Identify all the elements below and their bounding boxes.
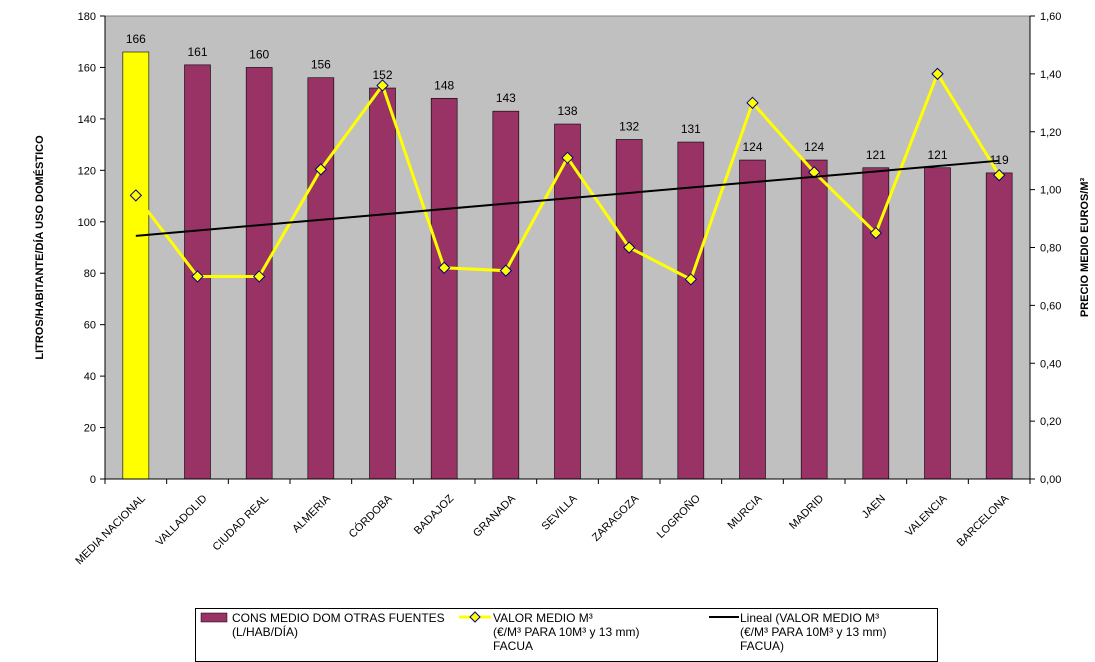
- y2-tick-label: 1,00: [1040, 185, 1061, 197]
- x-tick-label: ALMERIA: [290, 492, 333, 535]
- legend-swatch-line: [459, 611, 491, 623]
- line-point: [129, 189, 143, 202]
- bar-data-label: 121: [927, 148, 947, 162]
- trend-line: [135, 159, 1000, 237]
- bar-data-label: 119: [990, 153, 1009, 167]
- y-axis-title: LITROS/HABITANTE/DÍA USO DOMÉSTICO: [33, 135, 46, 360]
- line-point: [191, 270, 204, 283]
- y2-tick-label: 0,20: [1040, 416, 1061, 428]
- x-tick-label: CÓRDOBA: [346, 491, 395, 540]
- line-point: [252, 270, 266, 283]
- bar-data-label: 138: [557, 104, 577, 118]
- bar: [122, 51, 150, 480]
- line-point: [622, 241, 636, 254]
- bar: [554, 123, 581, 480]
- y2-tick-label: 1,60: [1040, 11, 1061, 23]
- x-tick-label: VALENCIA: [903, 492, 950, 539]
- line-point: [746, 96, 759, 110]
- line-point: [437, 261, 451, 274]
- bar: [307, 77, 335, 480]
- bar-data-label: 148: [434, 78, 454, 92]
- y2-tick-label: 0,80: [1040, 243, 1061, 255]
- y-tick-label: 60: [84, 320, 96, 332]
- bar: [677, 141, 705, 480]
- bar-data-label: 152: [372, 68, 392, 82]
- bar: [369, 87, 396, 480]
- x-tick-label: BADAJOZ: [412, 492, 457, 537]
- x-tick-label: JAEN: [860, 493, 888, 521]
- y-tick-label: 140: [78, 114, 96, 126]
- x-tick-label: MURCIA: [725, 492, 765, 532]
- bar: [615, 139, 643, 480]
- bar-data-label: 121: [866, 148, 886, 162]
- bar-data-label: 132: [619, 119, 639, 133]
- bar: [985, 172, 1013, 480]
- x-tick-label: MADRID: [787, 493, 826, 532]
- y-tick-label: 0: [90, 474, 96, 486]
- bar-data-label: 161: [187, 45, 207, 59]
- line-point: [931, 67, 944, 81]
- x-tick-label: SEVILLA: [540, 492, 581, 533]
- line-point: [561, 151, 574, 165]
- x-tick-label: LOGROÑO: [654, 492, 703, 541]
- bar: [739, 159, 766, 480]
- bar: [492, 110, 520, 480]
- bar-data-label: 160: [249, 47, 269, 61]
- y2-tick-label: 0,40: [1040, 358, 1061, 370]
- bar-data-label: 124: [742, 140, 762, 154]
- line-point: [499, 264, 513, 277]
- y-tick-label: 180: [78, 11, 96, 23]
- x-tick-label: BARCELONA: [955, 492, 1012, 549]
- legend-label-line: VALOR MEDIO M³ (€/M³ PARA 10M³ y 13 mm) …: [493, 611, 640, 653]
- y2-tick-label: 0,00: [1040, 474, 1061, 486]
- y-tick-label: 160: [78, 62, 96, 74]
- x-tick-label: GRANADA: [471, 492, 518, 539]
- bar: [430, 98, 458, 480]
- x-tick-label: ZARAGOZA: [590, 492, 642, 544]
- y-tick-label: 100: [78, 217, 96, 229]
- line-point: [376, 79, 389, 92]
- y2-tick-label: 1,20: [1040, 127, 1061, 139]
- legend-item-trend: Lineal (VALOR MEDIO M³ (€/M³ PARA 10M³ y…: [708, 611, 886, 653]
- legend-label-trend: Lineal (VALOR MEDIO M³ (€/M³ PARA 10M³ y…: [740, 611, 887, 653]
- y-tick-label: 20: [84, 423, 96, 435]
- line-point: [314, 163, 328, 176]
- legend-label-bars: CONS MEDIO DOM OTRAS FUENTES (L/HAB/DÍA): [232, 611, 445, 639]
- x-tick-label: MEDIA NACIONAL: [73, 493, 148, 568]
- legend-item-line: VALOR MEDIO M³ (€/M³ PARA 10M³ y 13 mm) …: [458, 611, 639, 653]
- chart: 166 161 160 156 152 148 143 138 132 131 124 124 121 1…: [33, 11, 1091, 568]
- y-tick-label: 40: [84, 371, 96, 383]
- bar-data-label: 143: [496, 91, 516, 105]
- y2-tick-label: 1,40: [1040, 69, 1061, 81]
- bar: [924, 167, 951, 480]
- x-tick-label: CIUDAD REAL: [210, 493, 271, 554]
- x-tick-label: VALLADOLID: [154, 493, 210, 549]
- line-point: [869, 226, 883, 240]
- bar-data-label: 131: [681, 122, 701, 136]
- bar-data-label: 166: [126, 32, 146, 46]
- legend-item-bars: CONS MEDIO DOM OTRAS FUENTES (L/HAB/DÍA): [199, 611, 445, 639]
- bar: [862, 167, 890, 480]
- bar: [800, 159, 828, 480]
- line-point: [992, 168, 1006, 182]
- legend-swatch-bars: [200, 612, 228, 623]
- y2-tick-label: 0,60: [1040, 300, 1061, 312]
- y2-axis-title: PRECIO MEDIO EUROS/M³: [1079, 177, 1091, 317]
- legend-swatch-trend: [709, 616, 739, 618]
- bar-data-label: 124: [804, 140, 824, 154]
- y-tick-label: 80: [84, 268, 96, 280]
- bar-data-label: 156: [311, 58, 331, 72]
- line-point: [684, 273, 698, 286]
- legend: CONS MEDIO DOM OTRAS FUENTES (L/HAB/DÍA)…: [195, 608, 938, 662]
- y-tick-label: 120: [78, 165, 96, 177]
